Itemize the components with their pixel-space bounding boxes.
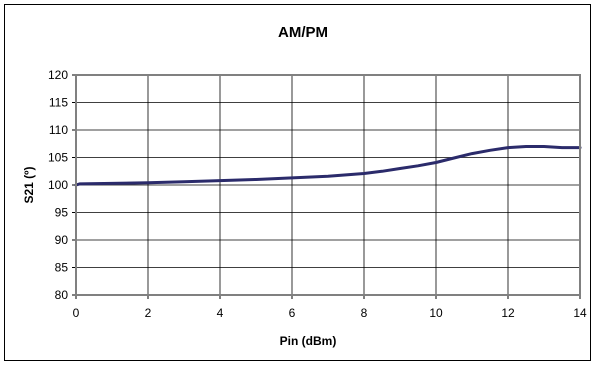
y-tick-label: 110 — [49, 123, 68, 137]
chart-frame: AM/PM S21 (º) Pin (dBm) 80 85 90 95 100 105 11… — [4, 4, 591, 361]
y-axis-title: S21 (º) — [22, 166, 36, 203]
y-tick-label: 95 — [55, 206, 69, 220]
chart: AM/PM S21 (º) Pin (dBm) 8085909510010511… — [5, 5, 592, 362]
x-tick-label: 6 — [289, 306, 296, 320]
x-tick-label: 2 — [145, 306, 152, 320]
chart-title: AM/PM — [278, 24, 328, 41]
y-tick-label: 85 — [55, 261, 69, 275]
x-axis-title: Pin (dBm) — [280, 334, 337, 348]
x-tick-label: 0 — [73, 306, 80, 320]
x-tick-label: 4 — [217, 306, 224, 320]
y-tick-label: 105 — [48, 151, 68, 165]
y-tick-label: 90 — [55, 233, 69, 247]
x-tick-label: 8 — [361, 306, 368, 320]
tick-labels: 80 85 90 95 100 105 110 115 120 0 2 4 6 8 10 12 14 — [48, 68, 587, 320]
x-tick-label: 10 — [429, 306, 443, 320]
y-tick-label: 115 — [49, 96, 68, 110]
x-tick-label: 12 — [501, 306, 515, 320]
series-layer — [76, 147, 580, 186]
x-tick-label: 14 — [573, 306, 587, 320]
y-tick-label: 120 — [48, 68, 68, 82]
series-line — [76, 147, 580, 186]
y-tick-label: 100 — [48, 178, 68, 192]
y-tick-label: 80 — [55, 288, 69, 302]
gridlines — [76, 75, 580, 295]
